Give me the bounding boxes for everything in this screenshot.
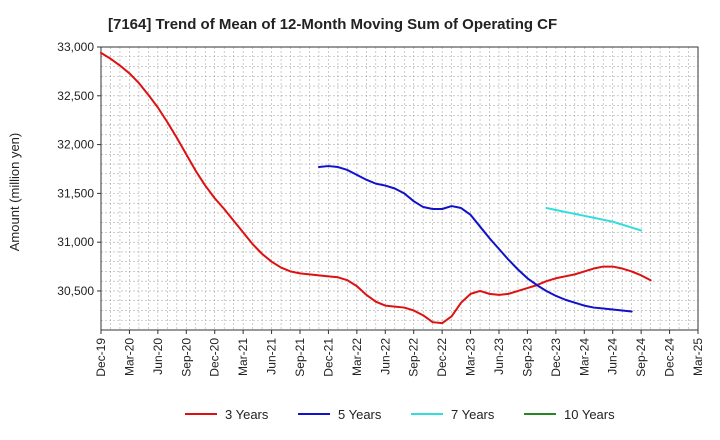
series-line-5-years — [317, 165, 633, 313]
y-tick-label: 33,000 — [57, 40, 94, 54]
x-axis: Dec-19 Mar-20 Jun-20 Sep-20 Dec-20 Mar-21 Jun-… — [94, 330, 705, 377]
x-tick-label: Dec-19 — [94, 338, 108, 377]
plot-area — [100, 46, 699, 331]
x-tick-label: Mar-23 — [464, 338, 478, 376]
y-tick-label: 30,500 — [57, 284, 94, 298]
x-tick-label: Jun-21 — [265, 338, 279, 375]
x-tick-label: Dec-24 — [663, 338, 677, 377]
series-line-3-years — [100, 51, 652, 325]
x-tick-label: Sep-21 — [293, 338, 307, 377]
x-tick-label: Dec-22 — [435, 338, 449, 377]
x-tick-label: Sep-20 — [179, 338, 193, 377]
x-tick-label: Mar-21 — [236, 338, 250, 376]
legend-label: 7 Years — [451, 407, 495, 422]
x-tick-label: Jun-22 — [378, 338, 392, 375]
grid — [100, 46, 699, 331]
x-tick-label: Mar-24 — [577, 338, 591, 376]
legend-label: 5 Years — [338, 407, 382, 422]
x-tick-label: Jun-20 — [151, 338, 165, 375]
x-tick-label: Sep-24 — [634, 338, 648, 377]
x-tick-label: Dec-23 — [549, 338, 563, 377]
x-tick-label: Jun-24 — [606, 338, 620, 375]
legend: 3 Years 5 Years 7 Years 10 Years — [185, 407, 615, 422]
plot-border — [100, 46, 699, 331]
x-tick-label: Dec-20 — [208, 338, 222, 377]
legend-label: 10 Years — [564, 407, 615, 422]
x-tick-label: Mar-25 — [691, 338, 705, 376]
y-axis: 30,500 31,000 31,500 32,000 32,500 33,000 — [57, 40, 101, 298]
legend-label: 3 Years — [225, 407, 269, 422]
series-layer — [100, 51, 652, 325]
x-tick-label: Sep-22 — [407, 338, 421, 377]
y-tick-label: 32,000 — [57, 138, 94, 152]
y-tick-label: 32,500 — [57, 89, 94, 103]
x-tick-label: Sep-23 — [520, 338, 534, 377]
chart-title: [7164] Trend of Mean of 12-Month Moving … — [108, 16, 557, 33]
y-axis-label: Amount (million yen) — [7, 133, 22, 252]
x-tick-label: Mar-22 — [350, 338, 364, 376]
x-tick-label: Mar-20 — [122, 338, 136, 376]
y-tick-label: 31,000 — [57, 235, 94, 249]
y-tick-label: 31,500 — [57, 186, 94, 200]
x-tick-label: Jun-23 — [492, 338, 506, 375]
x-tick-label: Dec-21 — [321, 338, 335, 377]
series-line-7-years — [545, 207, 643, 232]
